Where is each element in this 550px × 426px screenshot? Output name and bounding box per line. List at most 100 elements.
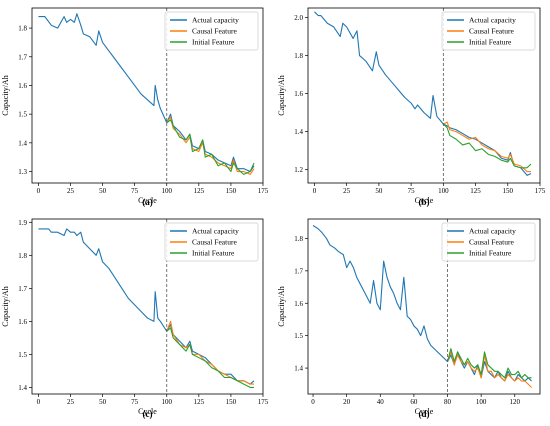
chart-panel: 0 25 50 75 100 125 150 175 1.3 1.4 1.5 1.6 1.7 1.8 Cyc… [1, 7, 269, 207]
x-tick-label: 0 [313, 187, 317, 195]
x-axis-title: Cycle [138, 196, 157, 205]
x-tick-label: 80 [444, 398, 452, 406]
series-line [312, 225, 532, 382]
series-line [166, 119, 255, 175]
legend-label: Actual capacity [192, 16, 239, 25]
legend-label: Causal Feature [469, 238, 514, 247]
y-axis-title: Capacity/Ah [1, 286, 10, 326]
y-tick-label: 1.5 [294, 332, 303, 340]
legend-label: Causal Feature [469, 27, 514, 36]
y-tick-label: 1.5 [18, 111, 27, 119]
x-tick-label: 100 [162, 187, 173, 195]
legend-label: Actual capacity [469, 227, 516, 236]
legend-label: Actual capacity [192, 227, 239, 236]
y-tick-label: 1.8 [18, 25, 27, 33]
x-tick-label: 120 [510, 398, 521, 406]
y-tick-label: 1.8 [294, 52, 303, 60]
series-line [443, 121, 531, 173]
x-tick-label: 175 [258, 187, 269, 195]
x-tick-label: 20 [343, 398, 351, 406]
legend-label: Initial Feature [469, 38, 512, 47]
series-line [447, 351, 532, 388]
x-tick-label: 75 [131, 398, 139, 406]
y-tick-label: 1.4 [18, 139, 27, 147]
x-tick-label: 150 [503, 187, 514, 195]
x-tick-label: 25 [343, 187, 351, 195]
x-axis-title: Cycle [415, 407, 434, 416]
y-tick-label: 2.0 [294, 14, 303, 22]
y-tick-label: 1.8 [18, 252, 27, 260]
y-tick-label: 1.7 [18, 285, 27, 293]
x-axis-title: Cycle [415, 196, 434, 205]
legend-box [441, 222, 536, 262]
legend-label: Initial Feature [192, 249, 235, 258]
y-tick-label: 1.3 [18, 168, 27, 176]
legend-label: Initial Feature [469, 249, 512, 258]
legend-box [441, 11, 536, 51]
plot-frame [307, 7, 541, 184]
y-axis-title: Capacity/Ah [277, 286, 286, 326]
chart-panel: 0 25 50 75 100 125 150 175 1.2 1.4 1.6 1.8 2.0 Cycle C… [277, 7, 546, 207]
x-tick-label: 50 [375, 187, 383, 195]
legend-label: Initial Feature [192, 38, 235, 47]
y-tick-label: 1.2 [294, 166, 303, 174]
series-line [447, 348, 532, 379]
legend-label: Causal Feature [192, 27, 237, 36]
legend: Actual capacity Causal Feature Initial Fea… [441, 11, 536, 51]
series-line [38, 13, 255, 173]
x-tick-label: 25 [67, 398, 75, 406]
x-tick-label: 75 [131, 187, 139, 195]
x-tick-label: 125 [194, 398, 205, 406]
x-tick-label: 75 [408, 187, 416, 195]
legend-label: Actual capacity [469, 16, 516, 25]
x-tick-label: 175 [258, 398, 269, 406]
x-tick-label: 100 [476, 398, 487, 406]
chart-panel: 0 25 50 75 100 125 150 175 1.4 1.5 1.6 1.7 1.8 1.9 Cyc… [1, 218, 269, 419]
series-line [442, 123, 532, 169]
panel-label: (a) [142, 197, 153, 207]
y-tick-label: 1.7 [18, 53, 27, 61]
legend-label: Causal Feature [192, 238, 237, 247]
y-tick-label: 1.7 [294, 267, 303, 275]
legend: Actual capacity Causal Feature Initial Fea… [164, 11, 259, 51]
panel-label: (c) [143, 409, 153, 419]
y-tick-label: 1.6 [18, 82, 27, 90]
y-tick-label: 1.9 [18, 219, 27, 227]
legend-box [164, 222, 259, 262]
x-tick-label: 125 [194, 187, 205, 195]
legend: Actual capacity Causal Feature Initial Fea… [441, 222, 536, 262]
legend: Actual capacity Causal Feature Initial Fea… [164, 222, 259, 262]
x-tick-label: 0 [37, 187, 41, 195]
y-tick-label: 1.6 [294, 300, 303, 308]
x-tick-label: 100 [162, 398, 173, 406]
plot-frame [307, 218, 541, 395]
x-tick-label: 40 [377, 398, 385, 406]
x-tick-label: 125 [470, 187, 481, 195]
x-tick-label: 100 [438, 187, 449, 195]
x-tick-label: 0 [311, 398, 315, 406]
x-tick-label: 50 [99, 187, 107, 195]
legend-box [164, 11, 259, 51]
chart-panel: 0 20 40 60 80 100 120 1.4 1.5 1.6 1.7 1.8 Cycle Capac… [277, 218, 541, 419]
y-tick-label: 1.4 [18, 384, 27, 392]
y-tick-label: 1.8 [294, 235, 303, 243]
x-axis-title: Cycle [138, 407, 157, 416]
x-tick-label: 150 [226, 187, 237, 195]
y-tick-label: 1.5 [18, 351, 27, 359]
y-tick-label: 1.6 [294, 90, 303, 98]
x-tick-label: 150 [226, 398, 237, 406]
x-tick-label: 0 [37, 398, 41, 406]
y-tick-label: 1.4 [294, 365, 303, 373]
x-tick-label: 60 [410, 398, 418, 406]
series-line [166, 327, 255, 388]
panel-label: (d) [419, 409, 430, 419]
plot-frame [31, 7, 264, 184]
y-tick-label: 1.4 [294, 128, 303, 136]
series-line [166, 116, 255, 175]
panel-label: (b) [419, 197, 430, 207]
x-tick-label: 25 [67, 187, 75, 195]
x-tick-label: 50 [99, 398, 107, 406]
y-axis-title: Capacity/Ah [277, 75, 286, 115]
series-line [166, 320, 255, 385]
